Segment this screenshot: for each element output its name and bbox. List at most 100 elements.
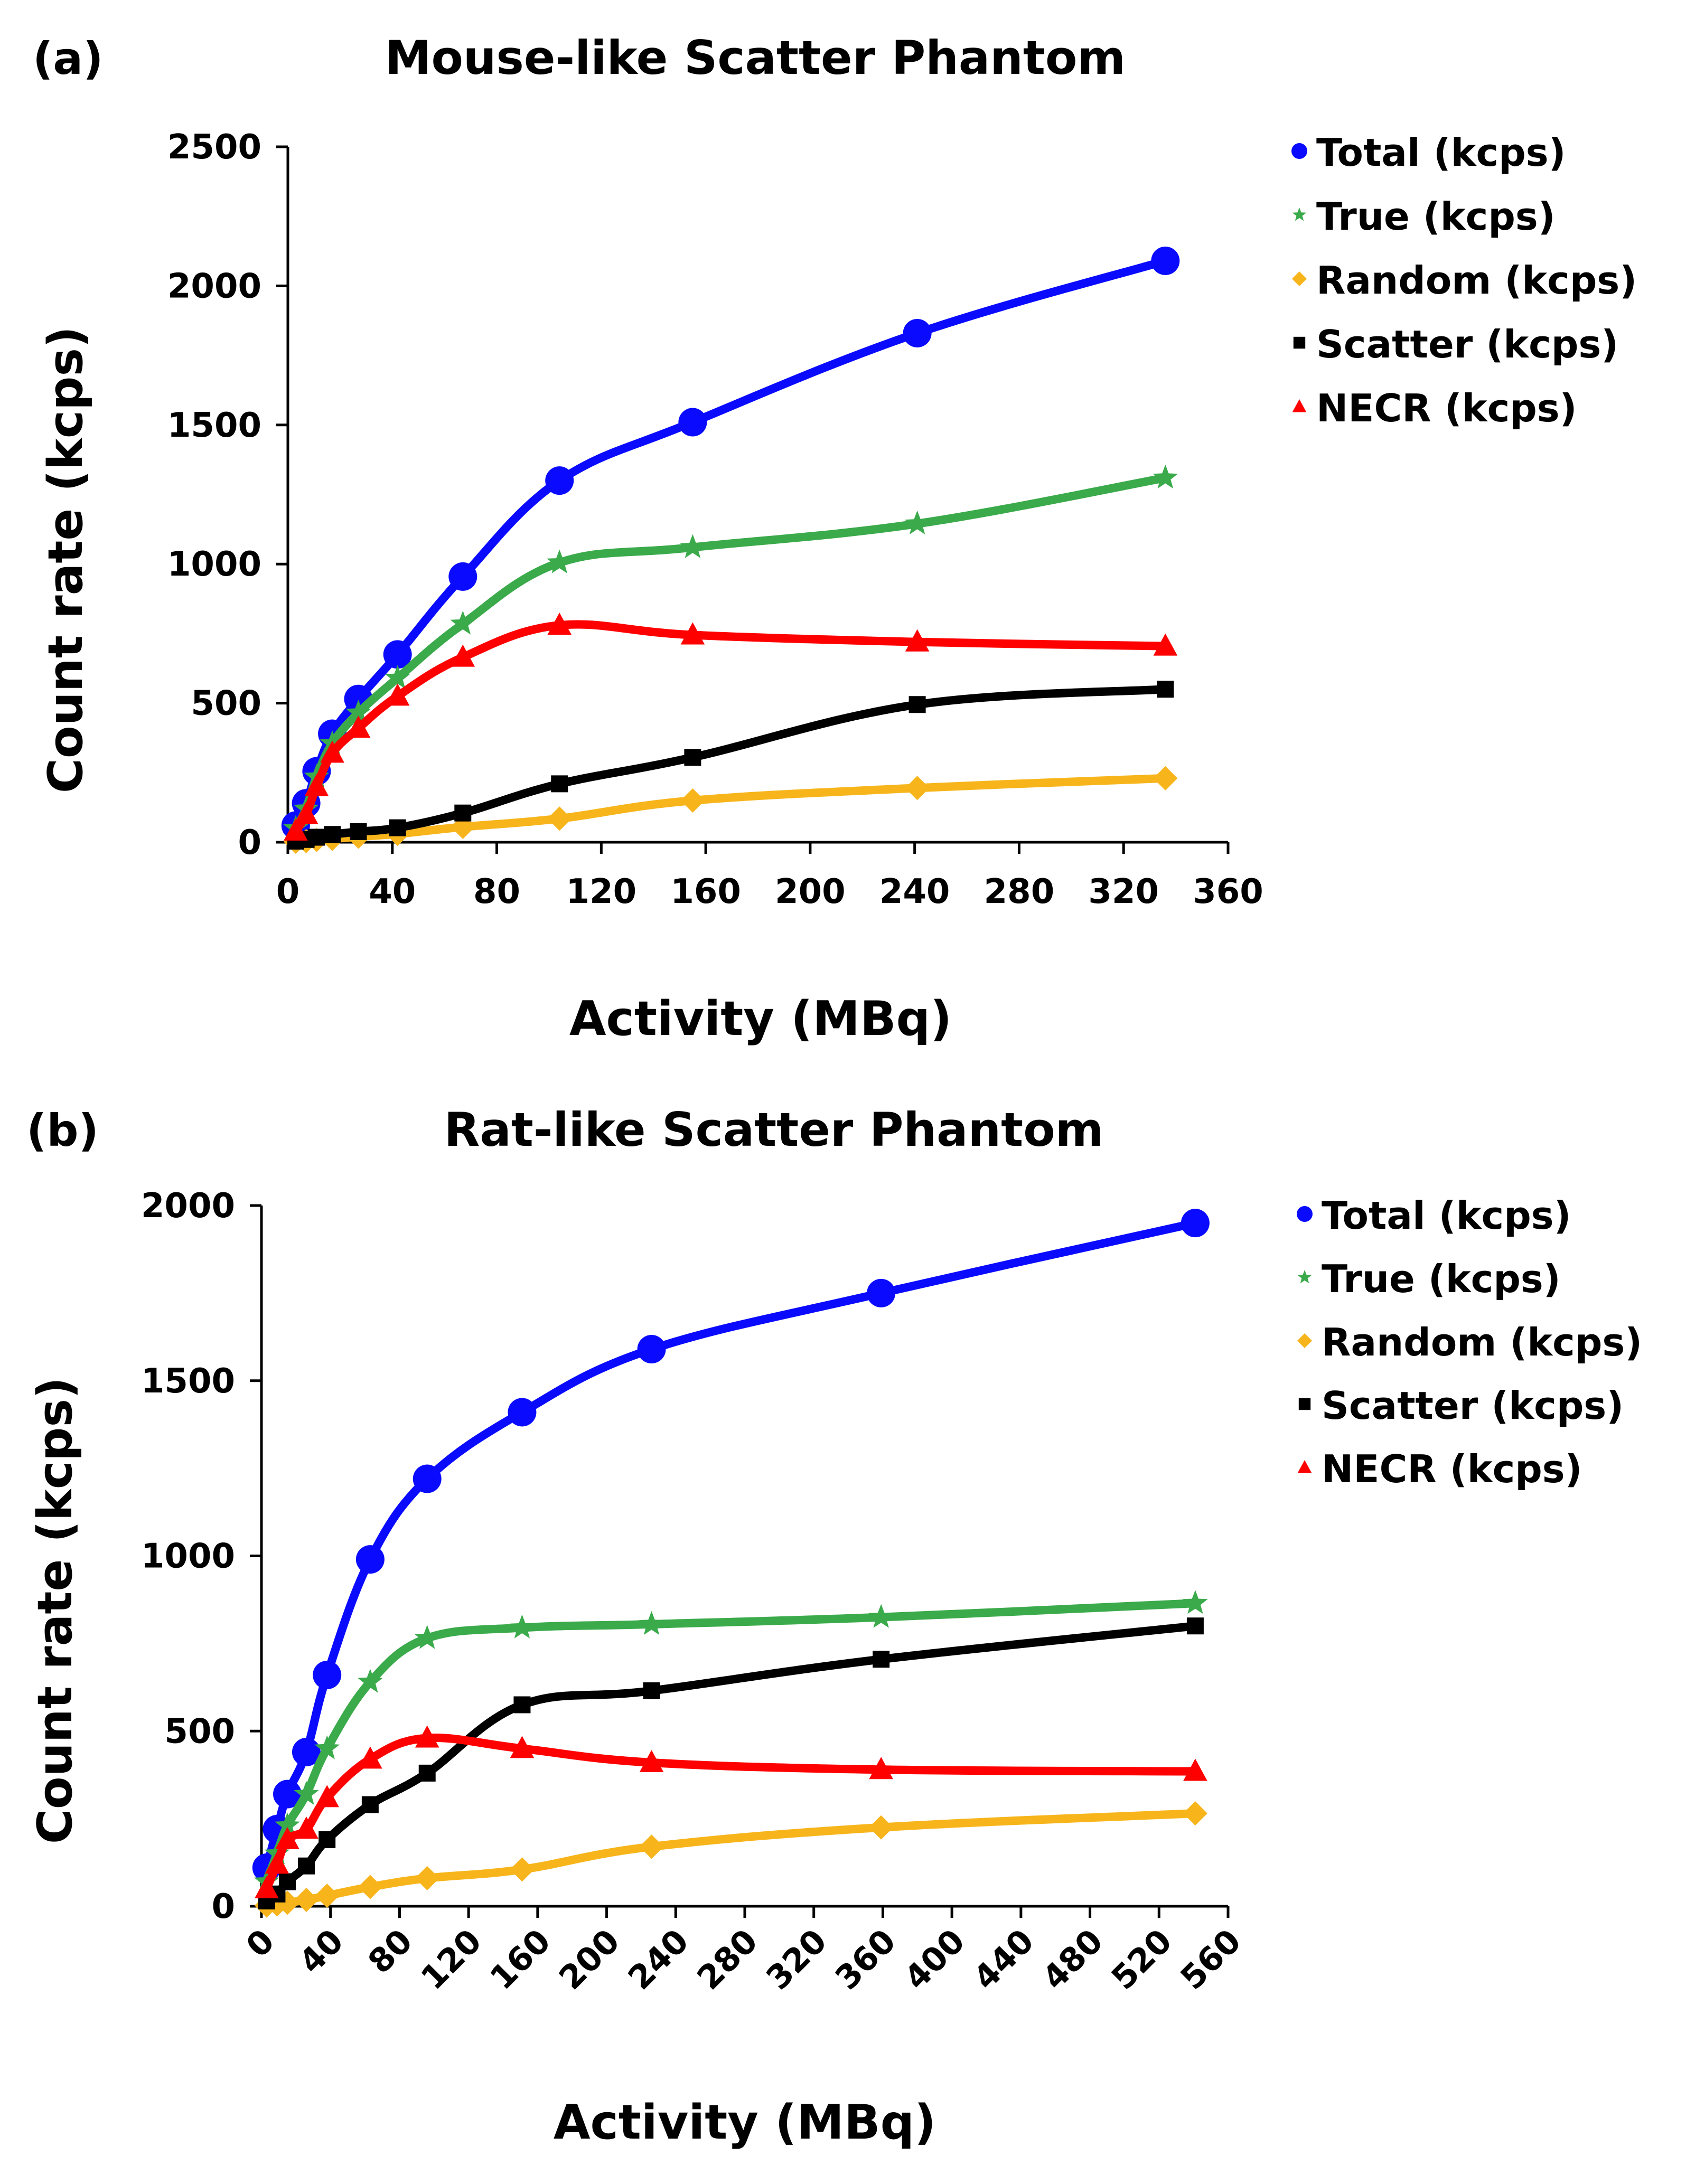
data-point [643, 1682, 660, 1699]
data-point [308, 829, 325, 846]
data-point [510, 1857, 535, 1882]
legend-item: Random (kcps) [1297, 1320, 1642, 1364]
series-a [281, 246, 1180, 854]
data-point [415, 1725, 439, 1748]
x-tick-label: 40 [292, 1922, 351, 1981]
data-point [355, 1545, 385, 1574]
data-point [413, 1464, 442, 1493]
legend-item: Random (kcps) [1292, 258, 1637, 303]
data-point [868, 1604, 894, 1628]
data-point [1153, 464, 1178, 489]
legend-marker [1292, 208, 1307, 221]
data-point [1183, 1590, 1208, 1614]
data-point [547, 549, 572, 573]
x-tick-label: 240 [879, 872, 950, 911]
series-triangle [255, 1725, 1207, 1898]
data-point [273, 1780, 302, 1809]
data-point [389, 819, 406, 836]
x-tick-label: 480 [1035, 1922, 1110, 1997]
data-point [510, 1736, 535, 1758]
data-point [294, 1816, 319, 1839]
legend-a: Total (kcps) True (kcps) Random (kcps) Scat… [1291, 130, 1637, 430]
legend-label: True (kcps) [1316, 194, 1556, 239]
x-tick-label: 120 [414, 1922, 489, 1997]
data-point [639, 1834, 664, 1859]
data-point [294, 1781, 319, 1805]
x-tick-label: 360 [1193, 872, 1263, 911]
data-point [319, 1831, 336, 1848]
legend-marker [1293, 336, 1306, 349]
data-point [873, 1651, 890, 1668]
data-point [313, 1661, 342, 1690]
legend-label: True (kcps) [1322, 1257, 1561, 1301]
legend-label: Random (kcps) [1316, 258, 1637, 303]
x-tick-label: 240 [621, 1922, 696, 1997]
series-line [262, 1809, 1200, 1910]
data-point [1153, 766, 1178, 790]
legend-item: Total (kcps) [1291, 130, 1566, 175]
data-point [383, 640, 412, 669]
data-point [358, 1746, 382, 1769]
legend-marker [1297, 1333, 1312, 1348]
x-tick-label: 320 [758, 1922, 834, 1997]
data-point [297, 1857, 315, 1875]
data-point [509, 1614, 535, 1639]
x-tick-label: 320 [1088, 872, 1159, 911]
data-point [545, 466, 574, 495]
data-point [905, 629, 930, 652]
panel-b: (b) Rat-like Scatter Phantom Count rate … [26, 1103, 1642, 2150]
data-point [547, 806, 572, 831]
series-circle [252, 1209, 1210, 1882]
data-point [869, 1815, 894, 1840]
series-square [287, 681, 1174, 850]
legend-marker [1292, 399, 1307, 412]
chart-title-b: Rat-like Scatter Phantom [444, 1103, 1104, 1157]
x-tick-label: 400 [897, 1922, 972, 1997]
legend-item: True (kcps) [1297, 1257, 1561, 1301]
panel-a: (a) Mouse-like Scatter Phantom Count rat… [33, 31, 1637, 1047]
data-point [346, 716, 371, 738]
data-point [1183, 1801, 1207, 1826]
data-point [279, 1873, 296, 1890]
x-tick-label: 280 [689, 1922, 765, 1997]
series-line [291, 473, 1170, 833]
data-point [314, 1735, 340, 1759]
x-tick-label: 200 [775, 872, 846, 911]
chart-title-a: Mouse-like Scatter Phantom [385, 31, 1126, 85]
data-point [385, 683, 410, 706]
y-tick-label: 2000 [141, 1187, 235, 1226]
data-point [385, 665, 410, 689]
data-point [275, 1812, 300, 1837]
data-point [637, 1335, 666, 1364]
x-tick-label: 160 [482, 1922, 558, 1997]
data-point [361, 1796, 379, 1813]
axes-a [286, 147, 1228, 844]
data-point [292, 1738, 321, 1767]
data-point [358, 1875, 382, 1899]
y-tick-label: 1500 [141, 1362, 235, 1401]
data-point [1157, 681, 1174, 698]
legend-item: Total (kcps) [1297, 1193, 1571, 1238]
series-triangle [284, 613, 1178, 841]
data-point [680, 788, 705, 813]
data-point [414, 1625, 440, 1649]
data-point [905, 776, 930, 801]
x-tick-label: 120 [566, 872, 637, 911]
data-point [320, 740, 344, 763]
data-point [551, 775, 568, 793]
y-tick-label: 1000 [141, 1537, 235, 1576]
data-point [275, 1827, 299, 1849]
y-tick-label: 500 [164, 1712, 235, 1751]
data-point [1183, 1758, 1207, 1781]
legend-marker [1291, 143, 1307, 159]
axes-b [260, 1206, 1228, 1908]
legend-marker [1298, 1398, 1311, 1410]
legend-label: Scatter (kcps) [1316, 322, 1618, 366]
y-tick-label: 2000 [167, 267, 261, 306]
legend-label: NECR (kcps) [1316, 386, 1577, 430]
legend-label: Total (kcps) [1316, 130, 1566, 175]
data-point [908, 696, 926, 713]
data-point [294, 1888, 319, 1913]
